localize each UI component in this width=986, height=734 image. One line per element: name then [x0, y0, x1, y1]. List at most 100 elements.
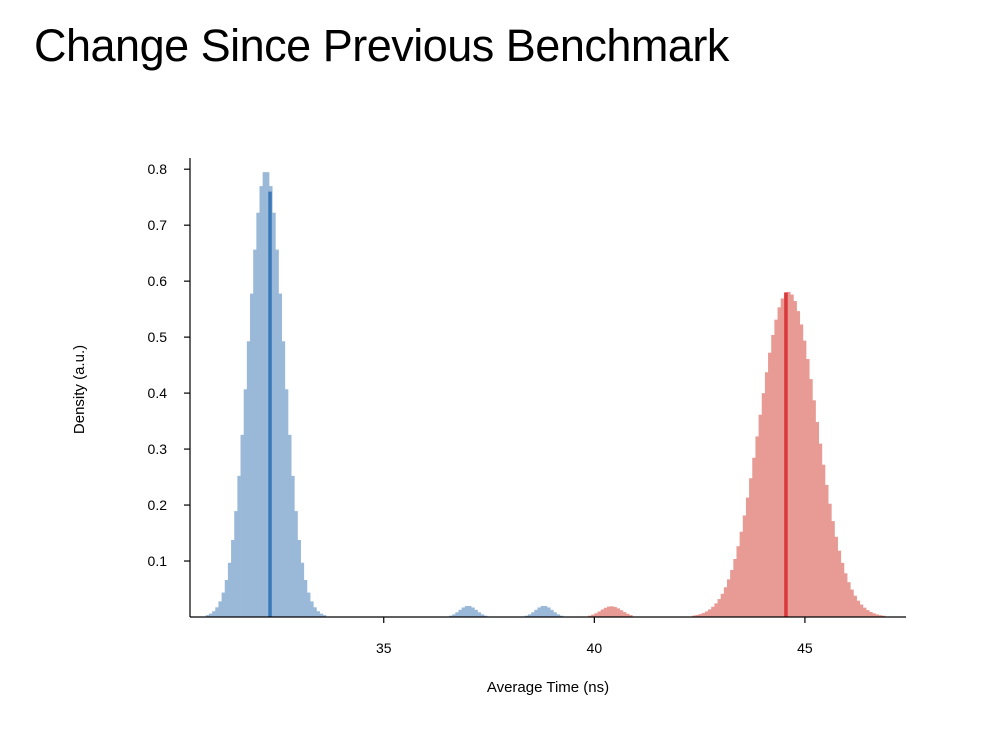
density-bar: [594, 613, 598, 617]
density-bar: [300, 562, 305, 617]
density-bar: [692, 615, 696, 617]
density-bar: [777, 307, 782, 617]
density-bar: [815, 421, 820, 617]
y-tick-label: 0.7: [148, 217, 168, 233]
density-bar: [862, 607, 867, 617]
density-bar: [461, 607, 466, 617]
density-bar: [805, 359, 810, 617]
density-bar: [467, 606, 472, 617]
density-bar: [853, 595, 857, 617]
density-bar: [256, 212, 260, 618]
density-bar: [758, 414, 763, 617]
density-bar: [603, 607, 608, 617]
density-bar: [527, 614, 532, 617]
density-bar: [253, 249, 257, 617]
density-bar: [761, 393, 766, 617]
mean-line-layer: [268, 191, 788, 617]
density-bar: [243, 389, 248, 617]
density-bar: [303, 580, 308, 617]
density-bar: [727, 579, 731, 617]
y-tick-label: 0.4: [148, 385, 168, 401]
density-bar: [859, 604, 864, 617]
density-bar: [821, 464, 826, 617]
density-bar: [524, 615, 529, 617]
density-bar: [310, 601, 314, 617]
density-bar: [205, 615, 210, 617]
y-tick-label: 0.8: [148, 161, 168, 177]
y-tick-label: 0.2: [148, 497, 168, 513]
density-bar: [736, 546, 741, 617]
density-bar: [262, 172, 267, 617]
x-tick-label: 40: [587, 640, 603, 656]
density-bar: [234, 511, 238, 617]
density-bar: [306, 592, 311, 617]
density-bar: [259, 186, 264, 617]
density-bar: [717, 599, 722, 617]
density-bar: [847, 582, 851, 617]
density-bar: [733, 558, 737, 617]
density-bar: [534, 609, 538, 617]
density-bar: [698, 614, 703, 617]
density-bar: [856, 600, 861, 617]
density-bar: [755, 436, 759, 617]
density-bar: [843, 573, 848, 617]
density-bar: [452, 614, 456, 617]
density-bar: [237, 475, 241, 617]
density-bar: [742, 515, 747, 617]
density-bar: [881, 615, 886, 617]
density-bar: [291, 475, 295, 617]
density-bar: [613, 606, 617, 617]
density-bar: [224, 580, 229, 617]
density-bar: [872, 613, 876, 617]
density-bar: [629, 615, 633, 617]
density-bar: [802, 340, 807, 617]
density-bar: [875, 614, 880, 617]
density-bar: [739, 531, 744, 617]
density-bar: [812, 400, 816, 617]
density-bar: [543, 606, 548, 617]
density-bar: [556, 614, 560, 617]
density-bar: [780, 298, 785, 617]
density-bar: [212, 611, 216, 617]
density-bar: [250, 293, 254, 617]
x-ticks: 35 40 45: [376, 617, 813, 656]
density-bar: [695, 614, 699, 617]
density-bar: [704, 611, 709, 617]
density-bar: [546, 607, 551, 617]
density-bar: [834, 536, 838, 617]
density-bar: [720, 593, 725, 617]
density-bar: [316, 611, 320, 617]
density-bar: [878, 615, 883, 617]
density-bar: [313, 607, 317, 617]
density-bar: [455, 612, 459, 617]
density-bar: [281, 341, 286, 617]
density-bar: [723, 587, 728, 617]
density-bar: [297, 539, 301, 617]
density-bar: [449, 615, 453, 617]
density-bar: [869, 611, 873, 617]
page-title: Change Since Previous Benchmark: [34, 20, 729, 71]
density-bar: [774, 319, 778, 617]
density-bar: [714, 603, 718, 617]
density-bar: [622, 612, 627, 617]
density-bar: [610, 606, 614, 617]
density-bar: [319, 613, 324, 617]
density-bar: [625, 613, 630, 617]
density-bar: [265, 172, 270, 617]
density-bar: [227, 562, 232, 617]
density-bar: [616, 608, 620, 617]
density-bar: [701, 612, 706, 617]
density-bar: [850, 589, 854, 617]
density-bar: [471, 607, 475, 617]
density-bar: [837, 550, 842, 617]
y-tick-label: 0.1: [148, 553, 168, 569]
density-bar: [764, 372, 769, 617]
density-bar: [231, 539, 235, 617]
density-bar: [600, 609, 605, 617]
density-bar: [294, 511, 298, 617]
density-bar: [708, 609, 712, 617]
density-bar: [246, 341, 251, 617]
density-bar: [287, 434, 292, 617]
density-bar: [474, 609, 478, 617]
